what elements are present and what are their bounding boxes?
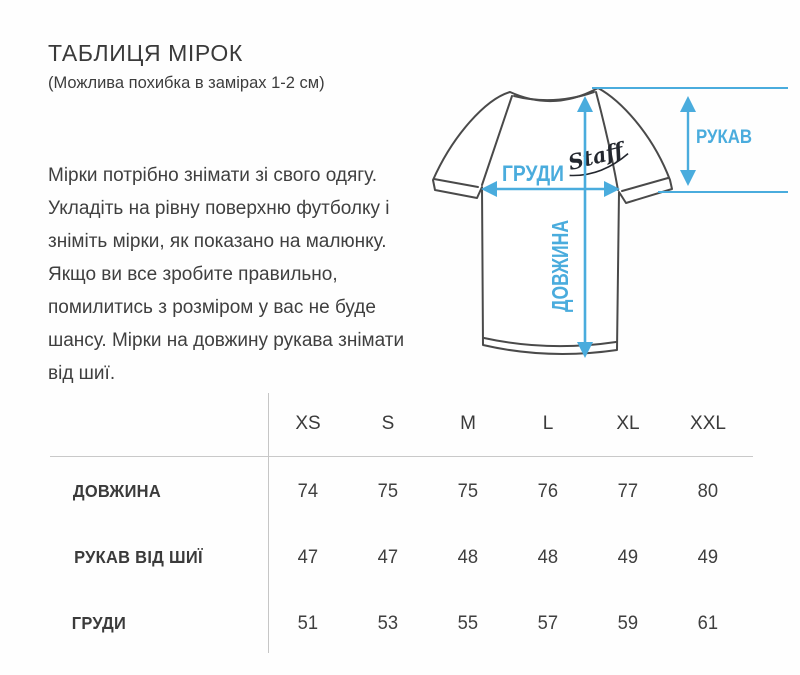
brand-logo-flourish [569, 153, 629, 177]
cell-sleeve-xxl: 49 [697, 545, 719, 568]
length-arrow-icon [577, 96, 593, 358]
table-header-divider [50, 456, 753, 457]
measure-arrows [481, 87, 788, 358]
cell-chest-l: 57 [537, 611, 559, 634]
table-column-divider [268, 393, 269, 653]
cell-length-l: 76 [537, 479, 559, 502]
cell-length-xs: 74 [297, 479, 319, 502]
cell-chest-xxl: 61 [697, 611, 719, 634]
row-label-sleeve: РУКАВ ВІД ШИЇ [74, 546, 203, 567]
row-label-length: ДОВЖИНА [72, 480, 162, 501]
chest-arrow-icon [481, 181, 620, 197]
col-header-xxl: XXL [690, 413, 726, 434]
cell-sleeve-m: 48 [457, 545, 479, 568]
cell-length-xxl: 80 [697, 479, 719, 502]
cell-sleeve-s: 47 [377, 545, 399, 568]
tshirt-diagram-svg: Staff [432, 87, 788, 358]
cell-sleeve-xs: 47 [297, 545, 319, 568]
col-header-m: M [460, 413, 476, 434]
cell-chest-s: 53 [377, 611, 399, 634]
cell-length-m: 75 [457, 479, 479, 502]
cell-chest-xl: 59 [617, 611, 639, 634]
page-subtitle: (Можлива похибка в замірах 1-2 см) [48, 74, 325, 92]
sleeve-measure-label: РУКАВ [696, 127, 752, 148]
cell-chest-xs: 51 [297, 611, 319, 634]
length-measure-label: ДОВЖИНА [547, 220, 573, 312]
header: ТАБЛИЦЯ МІРОК (Можлива похибка в замірах… [48, 40, 428, 93]
cell-length-s: 75 [377, 479, 399, 502]
row-label-chest: ГРУДИ [71, 612, 127, 633]
cell-length-xl: 77 [617, 479, 639, 502]
sleeve-arrow-icon [592, 87, 788, 193]
page-title: ТАБЛИЦЯ МІРОК [48, 40, 243, 66]
col-header-l: L [542, 413, 554, 434]
measuring-instructions: Мірки потрібно знімати зі свого одягу. У… [48, 165, 405, 384]
chest-measure-label: ГРУДИ [502, 161, 564, 186]
col-header-xs: XS [295, 413, 321, 434]
tshirt-measurement-diagram: Staff [408, 55, 796, 387]
col-header-s: S [381, 413, 395, 434]
cell-sleeve-l: 48 [537, 545, 559, 568]
cell-sleeve-xl: 49 [617, 545, 639, 568]
col-header-xl: XL [616, 413, 640, 434]
size-table: XS S M L XL XXL ДОВЖИНА 74 75 75 76 77 8… [55, 390, 748, 656]
cell-chest-m: 55 [457, 611, 479, 634]
